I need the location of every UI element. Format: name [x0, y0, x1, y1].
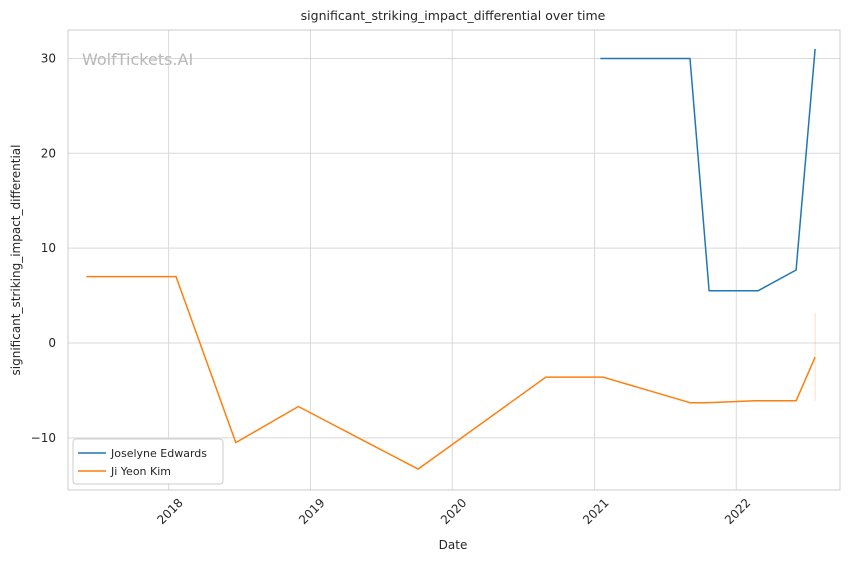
- watermark: WolfTickets.AI: [82, 50, 193, 69]
- y-tick-label: 0: [48, 336, 56, 350]
- plot-frame: [67, 29, 841, 491]
- x-axis-title: Date: [439, 538, 468, 552]
- series-line-joselyne-edwards: [600, 48, 816, 292]
- y-tick-label: 20: [41, 146, 56, 160]
- y-tick-label: −10: [31, 431, 56, 445]
- legend-label-joselyne-edwards: Joselyne Edwards: [110, 447, 207, 460]
- y-tick-label: 10: [41, 241, 56, 255]
- x-tick-label: 2018: [154, 496, 185, 527]
- legend-label-ji-yeon-kim: Ji Yeon Kim: [110, 465, 171, 478]
- plot-border: [67, 29, 841, 491]
- legend-box: [72, 438, 224, 485]
- grid: [68, 30, 840, 490]
- y-axis-title: significant_striking_impact_differential: [9, 145, 23, 376]
- chart-title: significant_striking_impact_differential…: [301, 8, 606, 23]
- x-tick-label: 2019: [296, 496, 327, 527]
- x-tick-label: 2022: [722, 496, 753, 527]
- x-tick-label: 2020: [438, 496, 469, 527]
- y-tick-label: 30: [41, 51, 56, 65]
- x-tick-label: 2021: [580, 496, 611, 527]
- legend: Joselyne Edwards Ji Yeon Kim: [72, 438, 224, 485]
- series-group: [86, 48, 816, 470]
- series-line-ji-yeon-kim: [86, 275, 816, 470]
